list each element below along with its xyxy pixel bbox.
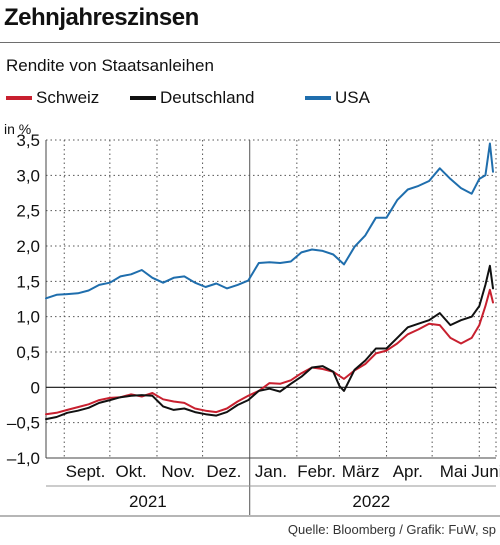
x-tick-label: Sept. (66, 462, 106, 481)
legend: Schweiz Deutschland USA (0, 88, 500, 110)
series-line-schweiz (45, 288, 494, 416)
chart-subtitle: Rendite von Staatsanleihen (6, 56, 214, 75)
legend-label-usa: USA (335, 88, 370, 107)
x-tick-label: Febr. (297, 462, 336, 481)
y-tick-label: 3,0 (16, 166, 40, 185)
year-label: 2022 (352, 492, 390, 511)
legend-swatch-schweiz (6, 96, 32, 100)
x-tick-label: Juni (471, 462, 500, 481)
series-line-usa (45, 142, 494, 300)
y-tick-label: –0,5 (7, 414, 40, 433)
x-tick-label: Mai (440, 462, 467, 481)
title-divider (0, 42, 500, 43)
legend-swatch-usa (305, 96, 331, 100)
x-tick-label: Dez. (206, 462, 241, 481)
y-tick-label: 3,5 (16, 131, 40, 150)
y-tick-label: –1,0 (7, 449, 40, 468)
x-tick-label: März (342, 462, 380, 481)
legend-item-schweiz: Schweiz (6, 88, 99, 108)
legend-label-deutschland: Deutschland (160, 88, 255, 107)
y-tick-label: 2,5 (16, 202, 40, 221)
y-tick-label: 1,5 (16, 272, 40, 291)
series-line-deutschland (45, 264, 494, 421)
y-tick-label: 1,0 (16, 308, 40, 327)
x-tick-label: Apr. (393, 462, 423, 481)
chart-title: Zehnjahreszinsen (4, 4, 199, 31)
legend-item-usa: USA (305, 88, 370, 108)
y-tick-label: 2,0 (16, 237, 40, 256)
legend-item-deutschland: Deutschland (130, 88, 255, 108)
year-label: 2021 (129, 492, 167, 511)
x-tick-label: Jan. (255, 462, 287, 481)
y-tick-label: 0 (31, 378, 40, 397)
y-tick-label: 0,5 (16, 343, 40, 362)
x-tick-label: Nov. (161, 462, 195, 481)
x-tick-label: Okt. (116, 462, 147, 481)
source-note: Quelle: Bloomberg / Grafik: FuW, sp (287, 522, 496, 537)
legend-swatch-deutschland (130, 96, 156, 100)
legend-label-schweiz: Schweiz (36, 88, 100, 107)
y-unit-label: in % (4, 121, 31, 137)
